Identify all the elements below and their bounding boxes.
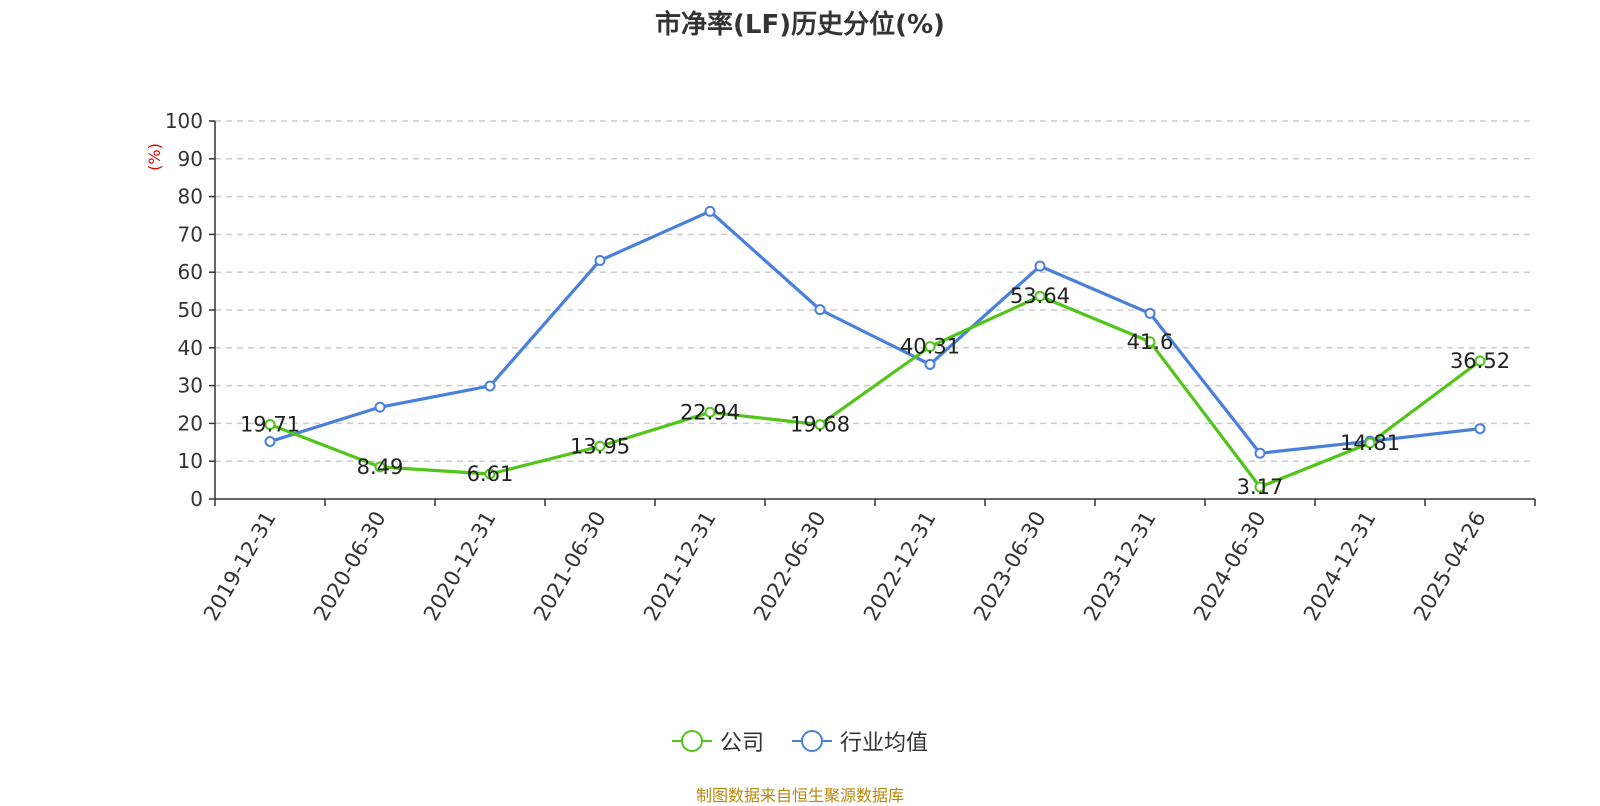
y-tick-label: 10 [178,449,203,473]
y-tick-label: 70 [178,222,203,246]
data-point-company [704,406,716,418]
data-label: 22.94 [680,400,740,424]
data-point-company [264,418,276,430]
x-tick-label: 2023-06-30 [969,507,1051,625]
y-tick-label: 100 [165,109,203,133]
series-line-company [269,294,1481,489]
data-point-industry [704,205,716,217]
source-note: 制图数据来自恒生聚源数据库 [695,786,904,805]
data-label: 14.81 [1340,431,1400,455]
x-tick-label: 2021-06-30 [529,507,611,625]
x-tick-label: 2023-12-31 [1079,507,1161,625]
data-point-industry [1034,260,1046,272]
x-tick-label: 2022-12-31 [859,507,941,625]
legend-item-company[interactable]: 公司 [671,725,764,757]
data-label: 53.64 [1010,284,1070,308]
y-axis-label: (%) [145,143,164,171]
data-point-industry [484,380,496,392]
y-tick-label: 20 [178,411,203,435]
data-label: 19.71 [240,412,300,436]
y-tick-label: 90 [178,147,203,171]
grid-lines [215,120,1535,462]
data-point-industry [374,401,386,413]
legend-company-marker-icon [671,729,712,753]
data-point-company [1144,336,1156,348]
y-tick-label: 40 [178,336,203,360]
y-tick-label: 0 [190,487,203,511]
x-tick-label: 2024-06-30 [1189,507,1271,625]
data-label: 3.17 [1237,475,1284,499]
x-tick-label: 2020-06-30 [309,507,391,625]
data-point-industry [1254,447,1266,459]
series-points [264,205,1486,493]
data-point-industry [1144,307,1156,319]
tick-labels: 0 10 20 30 40 50 60 70 80 90 100 2019-12-31 2020-06-… [165,109,1491,625]
y-tick-label: 60 [178,260,203,284]
legend-item-industry[interactable]: 行业均值 [792,725,928,757]
data-label: 36.52 [1450,349,1510,373]
data-labels: 19.71 8.49 6.61 13.95 22.94 19.68 40.31 53.64 41… [240,284,1510,499]
legend-industry-marker-icon [792,729,832,753]
y-tick-label: 50 [178,298,203,322]
data-point-company [1254,481,1266,493]
data-point-company [1474,355,1486,367]
data-point-company [1364,437,1376,449]
data-label: 8.49 [357,455,404,479]
x-tick-label: 2020-12-31 [419,507,501,625]
legend-company-label: 公司 [719,731,764,756]
data-label: 13.95 [570,434,630,458]
data-point-company [814,419,826,431]
chart-title: 市净率(LF)历史分位(%) [655,10,945,40]
data-point-company [374,461,386,473]
data-point-industry [264,436,276,448]
x-tick-label: 2022-06-30 [749,507,831,625]
data-point-company [594,440,606,452]
axes [209,120,1536,506]
x-tick-label: 2021-12-31 [639,507,721,625]
data-point-company [1034,290,1046,302]
x-tick-label: 2024-12-31 [1299,507,1381,625]
data-label: 40.31 [900,335,960,359]
y-tick-label: 80 [178,185,203,209]
x-tick-label: 2019-12-31 [199,507,281,625]
series-line-industry [269,209,1481,455]
data-point-industry [1474,423,1486,435]
data-point-industry [924,358,936,370]
data-point-industry [594,254,606,266]
data-point-company [924,341,936,353]
series-lines [269,209,1481,489]
x-tick-label: 2025-04-26 [1409,507,1491,625]
data-label: 19.68 [790,413,850,437]
data-label: 41.6 [1127,330,1174,354]
legend-industry-label: 行业均值 [840,731,929,756]
data-point-company [484,468,496,480]
legend: 公司 行业均值 [0,725,1600,757]
y-tick-label: 30 [178,374,203,398]
data-point-industry [814,304,826,316]
data-label: 6.61 [467,462,514,486]
